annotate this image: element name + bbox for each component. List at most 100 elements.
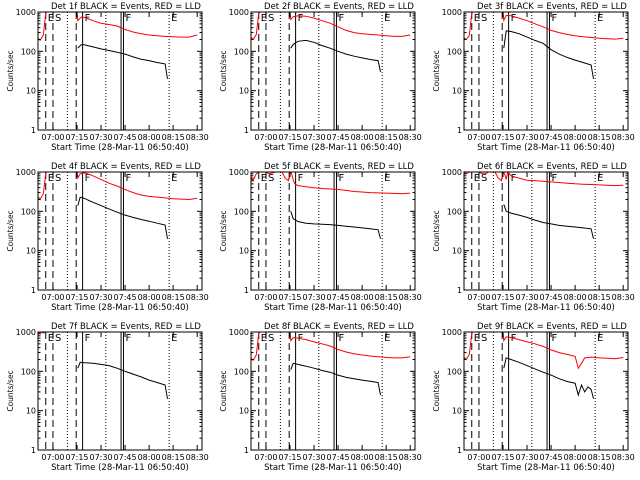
plot-frame [463, 171, 629, 291]
marker-label: E [261, 173, 267, 184]
marker-label: E [171, 13, 177, 24]
marker-label: S [268, 13, 274, 24]
y-tick-label: 1000 [16, 328, 36, 337]
y-tick-label: 10 [239, 407, 249, 416]
y-axis-label: Counts/sec [6, 210, 15, 251]
series-line-lld [38, 12, 198, 42]
series-line-events [290, 362, 381, 396]
y-tick-label: 1 [244, 126, 249, 135]
marker-label: S [481, 13, 487, 24]
marker-label: S [268, 333, 274, 344]
x-axis-label: Start Time (28-Mar-11 06:50:40) [477, 143, 615, 153]
x-tick-label: 07:00 [41, 453, 64, 462]
marker-label: E [171, 333, 177, 344]
x-tick-label: 08:00 [351, 453, 374, 462]
y-tick-label: 1 [457, 446, 462, 455]
marker-label: F [551, 173, 557, 184]
x-tick-label: 07:45 [540, 293, 563, 302]
marker-label: E [597, 13, 603, 24]
series-line-lld [38, 332, 78, 335]
marker-label: E [384, 333, 390, 344]
x-axis-label: Start Time (28-Mar-11 06:50:40) [477, 303, 615, 313]
x-tick-label: 07:45 [540, 133, 563, 142]
x-tick-label: 07:00 [254, 453, 277, 462]
y-axis-label: Counts/sec [432, 210, 441, 251]
y-axis-label: Counts/sec [432, 370, 441, 411]
marker-label: F [298, 173, 304, 184]
x-tick-label: 08:00 [138, 293, 161, 302]
x-tick-label: 07:15 [491, 453, 514, 462]
y-tick-label: 10 [452, 87, 462, 96]
marker-label: F [511, 173, 517, 184]
y-tick-label: 10 [239, 87, 249, 96]
chart-title: Det 9f BLACK = Events, RED = LLD [477, 322, 627, 332]
marker-label: E [261, 13, 267, 24]
x-tick-label: 07:00 [467, 293, 490, 302]
x-tick-label: 07:45 [540, 453, 563, 462]
marker-label: F [125, 13, 131, 24]
x-tick-label: 07:30 [516, 133, 539, 142]
x-axis-label: Start Time (28-Mar-11 06:50:40) [51, 143, 189, 153]
y-tick-label: 1 [244, 446, 249, 455]
series-line-lld [464, 172, 624, 187]
x-tick-label: 07:15 [278, 453, 301, 462]
y-tick-label: 100 [447, 367, 462, 376]
y-axis-label: Counts/sec [219, 210, 228, 251]
y-tick-label: 1 [31, 126, 36, 135]
marker-label: S [55, 13, 61, 24]
x-tick-label: 07:30 [303, 133, 326, 142]
y-tick-label: 1000 [16, 8, 36, 17]
x-tick-label: 07:15 [65, 293, 88, 302]
plot-frame [250, 171, 416, 291]
marker-label: E [597, 173, 603, 184]
series-line-events [503, 30, 594, 79]
chart-title: Det 7f BLACK = Events, RED = LLD [51, 322, 201, 332]
x-tick-label: 07:15 [491, 293, 514, 302]
marker-label: F [85, 173, 91, 184]
marker-label: E [171, 173, 177, 184]
x-tick-label: 07:30 [90, 293, 113, 302]
x-tick-label: 08:30 [612, 133, 635, 142]
x-axis-label: Start Time (28-Mar-11 06:50:40) [51, 303, 189, 313]
x-tick-label: 07:45 [327, 453, 350, 462]
marker-label: F [511, 13, 517, 24]
x-tick-label: 08:00 [351, 293, 374, 302]
x-axis-label: Start Time (28-Mar-11 06:50:40) [264, 143, 402, 153]
y-tick-label: 100 [447, 207, 462, 216]
x-axis-label: Start Time (28-Mar-11 06:50:40) [51, 463, 189, 473]
y-tick-label: 1000 [442, 8, 462, 17]
x-tick-label: 07:45 [114, 453, 137, 462]
x-tick-label: 08:30 [186, 453, 209, 462]
x-tick-label: 08:00 [138, 453, 161, 462]
x-tick-label: 08:30 [186, 133, 209, 142]
y-tick-label: 100 [447, 47, 462, 56]
chart-title: Det 1f BLACK = Events, RED = LLD [51, 2, 201, 12]
x-tick-label: 07:15 [491, 133, 514, 142]
marker-label: S [481, 173, 487, 184]
x-tick-label: 08:15 [162, 453, 185, 462]
marker-label: E [474, 13, 480, 24]
x-tick-label: 07:00 [467, 453, 490, 462]
chart-title: Det 6f BLACK = Events, RED = LLD [477, 162, 627, 172]
plot-frame [250, 11, 416, 131]
marker-label: F [551, 333, 557, 344]
x-tick-label: 08:30 [612, 453, 635, 462]
plot-frame [463, 331, 629, 451]
y-tick-label: 10 [26, 407, 36, 416]
y-axis-label: Counts/sec [6, 50, 15, 91]
x-tick-label: 07:45 [327, 133, 350, 142]
series-line-events [77, 196, 168, 239]
x-tick-label: 07:30 [90, 133, 113, 142]
marker-label: E [261, 333, 267, 344]
y-tick-label: 1 [244, 286, 249, 295]
x-tick-label: 08:00 [564, 133, 587, 142]
plot-frame [37, 331, 203, 451]
y-tick-label: 1000 [16, 168, 36, 177]
series-line-events [290, 39, 381, 73]
marker-label: F [551, 13, 557, 24]
